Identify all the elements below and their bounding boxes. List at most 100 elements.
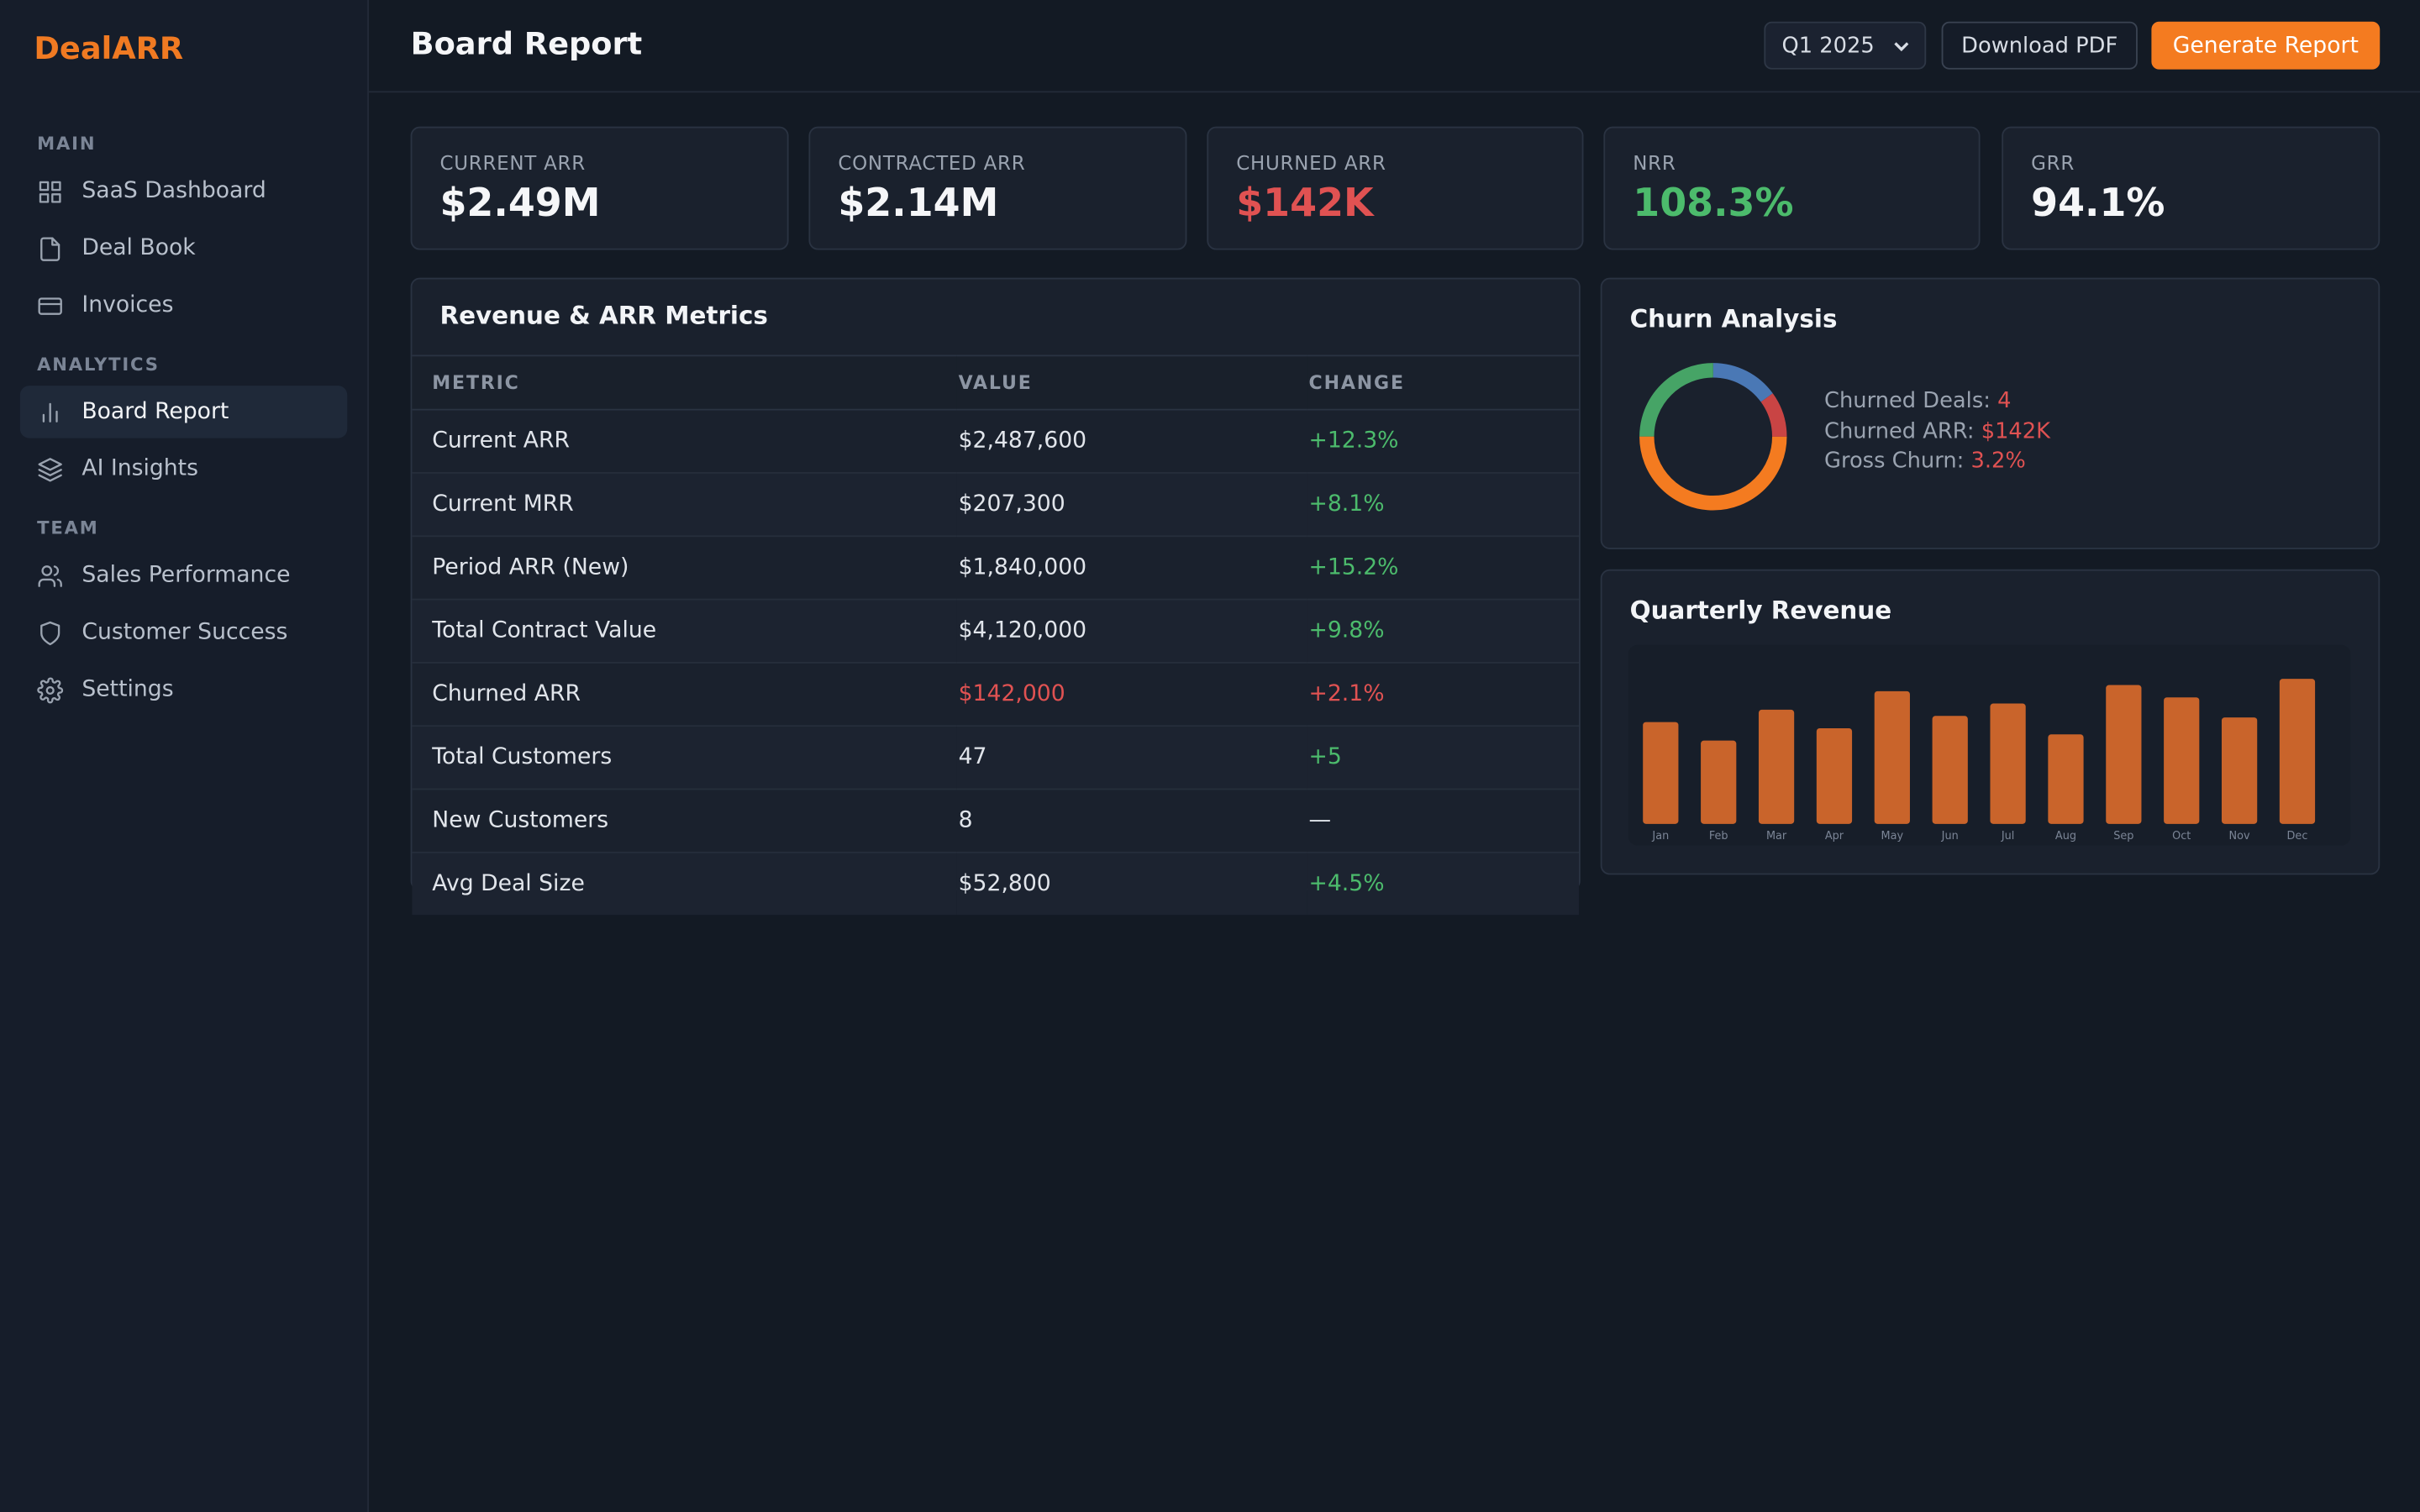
donut-segment xyxy=(1639,363,1787,511)
churn-stat: Churned Deals: 4 xyxy=(1824,389,2011,413)
x-tick-label: Dec xyxy=(2287,830,2308,843)
nav-section-label: MAIN xyxy=(37,132,97,155)
table-cell: +15.2% xyxy=(1307,536,1579,601)
table-cell: Churned ARR xyxy=(412,662,957,727)
bar xyxy=(1816,727,1853,824)
period-select[interactable]: Q1 2025 xyxy=(1764,21,1927,70)
table-row: Churned ARR $142,000 +2.1% xyxy=(412,662,1579,727)
table-cell: $2,487,600 xyxy=(956,409,1307,474)
nav-item[interactable]: Sales Performance xyxy=(20,549,347,601)
nav-item[interactable]: SaaS Dashboard xyxy=(20,165,347,218)
nav-label: Sales Performance xyxy=(82,563,291,588)
bar xyxy=(2106,685,2142,824)
x-tick-label: Jun xyxy=(1941,830,1959,843)
table-row: Current MRR $207,300 +8.1% xyxy=(412,472,1579,538)
bar xyxy=(2164,697,2200,824)
bar xyxy=(1990,703,2026,824)
x-tick-label: Apr xyxy=(1825,830,1844,843)
stat-label: Churned ARR: xyxy=(1824,419,1975,444)
x-tick-label: Oct xyxy=(2172,830,2191,843)
download-button[interactable]: Download PDF xyxy=(1941,21,2138,70)
column-header: CHANGE xyxy=(1307,354,1579,411)
donut-segment xyxy=(1639,363,1787,511)
kpi-card: GRR 94.1% xyxy=(2002,126,2381,250)
generate-button[interactable]: Generate Report xyxy=(2151,21,2381,70)
table-cell: Total Customers xyxy=(412,726,957,790)
table-row: Period ARR (New) $1,840,000 +15.2% xyxy=(412,536,1579,601)
table-cell: +4.5% xyxy=(1307,852,1579,916)
kpi-value: $2.49M xyxy=(439,180,601,226)
nav-item[interactable]: Deal Book xyxy=(20,223,347,275)
table-cell: 47 xyxy=(956,726,1307,790)
nav-icon xyxy=(38,297,62,315)
nav-icon xyxy=(39,180,61,202)
table-cell: New Customers xyxy=(412,789,957,853)
kpi-card: CHURNED ARR $142K xyxy=(1207,126,1584,250)
table-row: Current ARR $2,487,600 +12.3% xyxy=(412,409,1579,474)
revenue-card: Quarterly Revenue Jan Feb Mar Apr May Jun Jul A… xyxy=(1600,569,2381,875)
top-bar xyxy=(368,0,2420,93)
table-cell: Total Contract Value xyxy=(412,599,957,664)
kpi-card: NRR 108.3% xyxy=(1603,126,1981,250)
header-row: METRIC VALUE CHANGE xyxy=(412,354,1579,411)
kpi-label: CURRENT ARR xyxy=(439,151,586,175)
column-header: VALUE xyxy=(956,354,1307,411)
x-tick-label: Mar xyxy=(1766,830,1787,843)
table-cell: +12.3% xyxy=(1307,409,1579,474)
chevron xyxy=(1893,41,1908,51)
table-row: Avg Deal Size $52,800 +4.5% xyxy=(412,852,1579,916)
nav-label: AI Insights xyxy=(82,457,199,482)
bar xyxy=(2221,717,2258,824)
nav-label: Invoices xyxy=(82,293,174,319)
kpi-label: CONTRACTED ARR xyxy=(838,151,1026,175)
card-title: Quarterly Revenue xyxy=(1629,595,1892,625)
table-cell: +9.8% xyxy=(1307,599,1579,664)
churn-stat: Churned ARR: $142K xyxy=(1824,419,2050,444)
table-row: Total Contract Value $4,120,000 +9.8% xyxy=(412,599,1579,664)
sidebar: DealARR MAIN SaaS Dashboard Deal Book Invoi… xyxy=(0,0,369,1512)
page-title: Board Report xyxy=(410,24,643,62)
x-tick-label: May xyxy=(1881,830,1904,843)
table-cell: $4,120,000 xyxy=(956,599,1307,664)
donut-segment xyxy=(1639,363,1787,511)
nav-icon xyxy=(38,564,62,586)
chart-area: Jan Feb Mar Apr May Jun Jul Aug Sep Oct Nov Dec xyxy=(1628,644,2351,846)
x-tick-label: Jan xyxy=(1651,830,1669,843)
bar xyxy=(1701,740,1737,824)
stat-value: 4 xyxy=(1997,388,2012,414)
table-row: Total Customers 47 +5 xyxy=(412,726,1579,790)
table-cell: Avg Deal Size xyxy=(412,852,957,916)
nav-icon xyxy=(38,457,62,481)
nav-label: Deal Book xyxy=(82,236,196,261)
table-row: New Customers 8— xyxy=(412,789,1579,853)
table-cell: 8 xyxy=(956,789,1307,853)
kpi-label: GRR xyxy=(2031,151,2075,175)
bar xyxy=(1758,709,1795,824)
x-tick-label: Feb xyxy=(1709,830,1728,843)
bar xyxy=(2048,734,2084,824)
x-tick-label: Aug xyxy=(2055,830,2076,843)
x-tick-label: Nov xyxy=(2229,830,2250,843)
nav-item[interactable]: Invoices xyxy=(20,280,347,332)
table-cell: +8.1% xyxy=(1307,472,1579,538)
nav-section-label: TEAM xyxy=(37,517,99,539)
kpi-value: $2.14M xyxy=(838,180,999,226)
column-header: METRIC xyxy=(412,354,957,411)
nav-label: Customer Success xyxy=(82,620,288,646)
table-cell: $52,800 xyxy=(956,852,1307,916)
nav-item[interactable]: Customer Success xyxy=(20,606,347,659)
kpi-value: 108.3% xyxy=(1633,180,1794,226)
bar xyxy=(1932,716,1968,824)
logo[interactable]: DealARR xyxy=(34,29,184,66)
bar xyxy=(1874,690,1910,824)
nav-section-label: ANALYTICS xyxy=(37,353,160,375)
nav-item[interactable]: AI Insights xyxy=(20,443,347,495)
donut-chart xyxy=(1639,363,1787,511)
card-title: Revenue & ARR Metrics xyxy=(439,301,768,331)
table-cell: Current ARR xyxy=(412,409,957,474)
nav-item[interactable]: Settings xyxy=(20,664,347,717)
nav-item[interactable]: Board Report xyxy=(19,386,348,438)
x-tick-label: Jul xyxy=(2001,830,2015,843)
